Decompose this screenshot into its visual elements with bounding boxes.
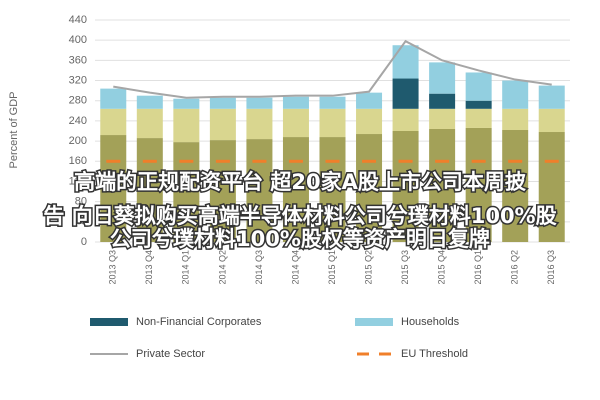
x-tick-label: 2014 Q2 xyxy=(217,250,227,285)
bar-segment xyxy=(209,97,236,109)
bar-segment xyxy=(209,140,236,242)
y-tick-label: 280 xyxy=(69,95,87,107)
bar-segment xyxy=(465,108,492,128)
bar-segment xyxy=(392,131,419,242)
y-tick-label: 160 xyxy=(69,155,87,167)
bar-segment xyxy=(100,135,127,242)
bar-segment xyxy=(392,108,419,131)
x-tick-label: 2014 Q3 xyxy=(254,250,264,285)
bar-segment xyxy=(538,132,565,242)
y-tick-label: 400 xyxy=(69,34,87,46)
y-tick-label: 200 xyxy=(69,135,87,147)
y-tick-label: 240 xyxy=(69,115,87,127)
y-axis-title: Percent of GDP xyxy=(8,91,20,168)
x-tick-label: 2013 Q4 xyxy=(144,250,154,285)
overlay-headline: 公司兮璞材料100%股权等资产明日复牌 xyxy=(110,227,490,251)
legend-label: Non-Financial Corporates xyxy=(136,316,262,328)
bar-segment xyxy=(282,96,309,109)
bar-segment xyxy=(465,72,492,101)
bar-segment xyxy=(100,108,127,136)
legend-label: EU Threshold xyxy=(401,348,468,360)
bar-segment xyxy=(173,98,200,109)
bar-segment xyxy=(502,129,529,242)
y-tick-label: 440 xyxy=(69,14,87,26)
bar-segment xyxy=(319,108,346,138)
bar-segment xyxy=(136,138,163,242)
legend-label: Households xyxy=(401,316,460,328)
x-tick-label: 2016 Q1 xyxy=(473,250,483,285)
bar-segment xyxy=(100,88,127,109)
bar-segment xyxy=(282,137,309,242)
bar-segment xyxy=(392,78,419,109)
bar-segment xyxy=(173,142,200,242)
x-tick-label: 2013 Q3 xyxy=(108,250,118,285)
bar-segment xyxy=(429,128,456,242)
bar-segment xyxy=(246,108,273,140)
bar-segment xyxy=(209,108,236,141)
bar-segment xyxy=(429,108,456,129)
overlay-headline: 告 向日葵拟购买高端半导体材料公司兮璞材料100%股 xyxy=(43,204,556,228)
legend-box xyxy=(60,305,570,380)
bar-segment xyxy=(319,96,346,109)
legend-label: Private Sector xyxy=(136,348,205,360)
bar-segment xyxy=(356,108,383,135)
y-tick-label: 80 xyxy=(75,196,87,208)
x-tick-label: 2014 Q1 xyxy=(181,250,191,285)
line xyxy=(113,39,552,99)
x-tick-label: 2015 Q3 xyxy=(400,250,410,285)
x-tick-label: 2015 Q4 xyxy=(436,250,446,285)
bar-segment xyxy=(502,108,529,130)
x-tick-label: 2015 Q1 xyxy=(327,250,337,285)
x-tick-label: 2014 Q4 xyxy=(290,250,300,285)
bar-segment xyxy=(429,93,456,109)
x-tick-label: 2016 Q3 xyxy=(546,250,556,285)
bar-segment xyxy=(246,139,273,242)
bar-segment xyxy=(429,62,456,94)
bar-segment xyxy=(136,108,163,139)
y-tick-label: 120 xyxy=(69,175,87,187)
bar-segment xyxy=(356,134,383,242)
overlay-headline: 高端的正规配资平台 超20家A股上市公司本周披 xyxy=(74,170,527,194)
bar-segment xyxy=(173,108,200,143)
bar-segment xyxy=(538,85,565,109)
y-tick-label: 40 xyxy=(75,216,87,228)
x-tick-label: 2016 Q2 xyxy=(510,250,520,285)
bar-segment xyxy=(136,95,163,109)
bar-segment xyxy=(465,127,492,242)
bar-segment xyxy=(356,92,383,109)
legend-swatch xyxy=(90,318,128,326)
bar-segment xyxy=(246,97,273,109)
legend-swatch xyxy=(355,318,393,326)
y-tick-label: 320 xyxy=(69,74,87,86)
bar-segment xyxy=(319,137,346,242)
bar-segment xyxy=(282,108,309,138)
y-tick-label: 360 xyxy=(69,54,87,66)
y-tick-label: 0 xyxy=(81,236,87,248)
bar-segment xyxy=(392,45,419,79)
bar-segment xyxy=(465,100,492,109)
x-tick-label: 2015 Q2 xyxy=(363,250,373,285)
bar-segment xyxy=(502,80,529,109)
bar-segment xyxy=(538,108,565,133)
